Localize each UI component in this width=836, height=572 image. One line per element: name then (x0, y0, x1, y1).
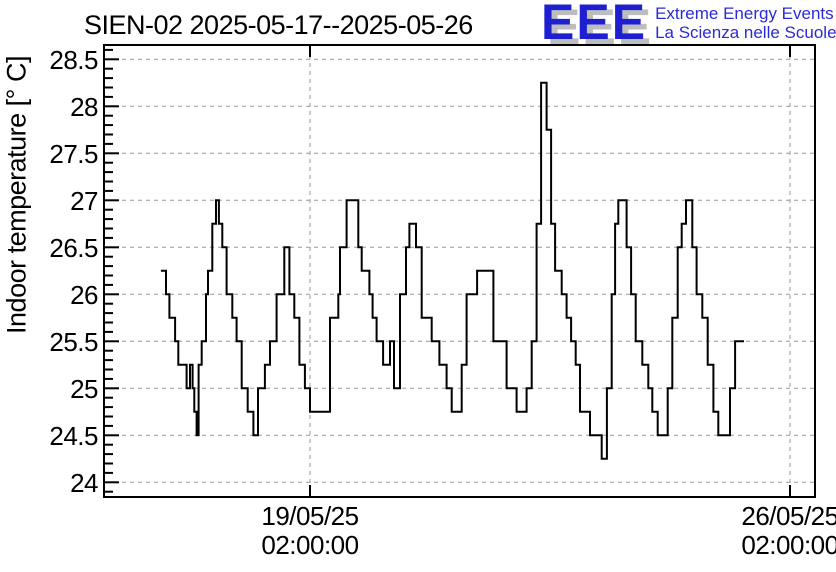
eee-logo-letters: EEE (541, 0, 648, 50)
x-tick-label-date: 26/05/25 (741, 501, 836, 531)
y-tick-label: 27.5 (49, 139, 98, 169)
y-tick-label: 24.5 (49, 421, 98, 451)
temperature-series (160, 81, 744, 460)
x-tick-label-time: 02:00:00 (741, 530, 836, 560)
y-tick-label: 25 (70, 374, 98, 404)
gridlines (106, 47, 814, 496)
eee-logo: EEE Extreme Energy Events La Scienza nel… (541, 0, 836, 50)
y-axis-tick-labels: 24 24.5 25 25.5 26 26.5 27 27.5 28 28.5 (49, 45, 98, 498)
eee-logo-caption: Extreme Energy Events La Scienza nelle S… (655, 4, 836, 42)
x-tick-label-time: 02:00:00 (261, 530, 358, 560)
axis-ticks (104, 45, 791, 497)
y-tick-label: 26 (70, 280, 98, 310)
y-tick-label: 28.5 (49, 45, 98, 75)
eee-logo-caption-line1: Extreme Energy Events (655, 4, 834, 23)
eee-logo-caption-line2: La Scienza nelle Scuole (655, 23, 836, 42)
y-tick-label: 25.5 (49, 327, 98, 357)
plot-frame (103, 44, 816, 498)
y-tick-label: 24 (70, 468, 98, 498)
y-tick-label: 27 (70, 186, 98, 216)
x-tick-label-date: 19/05/25 (261, 501, 358, 531)
y-tick-label: 26.5 (49, 233, 98, 263)
temperature-series-line (160, 81, 744, 460)
y-tick-label: 28 (70, 92, 98, 122)
plot-title: SIEN-02 2025-05-17--2025-05-26 (84, 10, 473, 40)
